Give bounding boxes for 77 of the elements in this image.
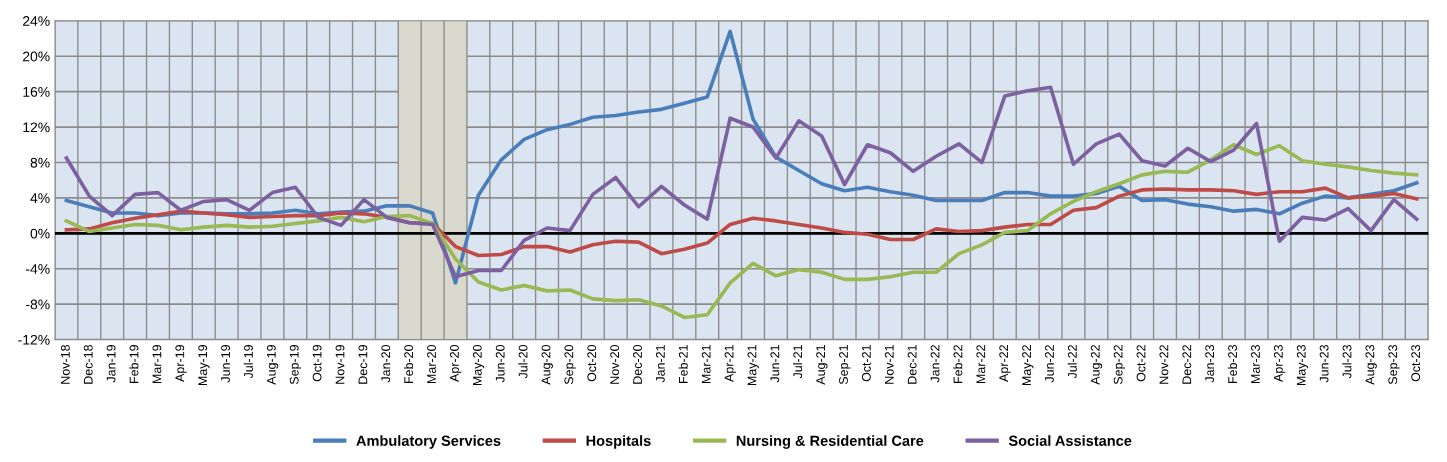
x-tick-label: Mar-22	[976, 345, 986, 383]
x-tick-label: Jul-22	[1067, 345, 1077, 379]
x-tick-label: Dec-20	[633, 344, 642, 384]
x-tick-label: Mar-19	[152, 345, 162, 383]
x-tick-label: Jul-20	[518, 344, 528, 379]
x-tick-label: Jul-23	[1342, 344, 1352, 379]
legend-label: Nursing & Residential Care	[736, 435, 924, 449]
legend-label: Social Assistance	[1008, 435, 1132, 446]
x-tick-label: Apr-22	[999, 345, 1011, 382]
y-tick-label: 24%	[23, 16, 50, 26]
x-tick-label: Jan-21	[655, 345, 665, 383]
x-tick-label: Dec-21	[907, 345, 917, 384]
x-tick-label: Apr-23	[1273, 344, 1286, 382]
legend-label: Ambulatory Services	[356, 435, 501, 449]
x-tick-label: Jan-23	[1205, 344, 1215, 383]
x-tick-label: Jul-21	[792, 345, 803, 379]
x-tick-label: Feb-23	[1227, 344, 1238, 384]
x-tick-label: Nov-18	[60, 344, 70, 384]
x-tick-label: Nov-21	[884, 345, 894, 384]
x-tick-label: Aug-21	[816, 345, 828, 385]
x-tick-label: Jul-19	[243, 345, 253, 379]
x-tick-label: May-22	[1022, 345, 1034, 386]
y-tick-label: 8%	[30, 157, 50, 168]
x-tick-label: Sep-21	[839, 345, 851, 385]
x-tick-label: Feb-21	[678, 345, 688, 384]
line-series	[64, 142, 1419, 320]
x-tick-label: Nov-20	[610, 344, 620, 384]
y-tick-label: 4%	[30, 193, 50, 204]
x-tick-label: Jan-20	[381, 344, 391, 383]
x-tick-label: Aug-19	[266, 345, 279, 385]
x-tick-label: Oct-23	[1411, 344, 1421, 382]
x-tick-label: Aug-20	[541, 344, 553, 385]
x-tick-label: Jan-22	[930, 345, 940, 383]
x-tick-label: Jun-23	[1319, 344, 1329, 383]
x-tick-label: Mar-23	[1251, 344, 1260, 383]
y-tick-label: 16%	[23, 86, 50, 97]
x-tick-label: Feb-22	[953, 345, 963, 384]
x-tick-label: Sep-23	[1388, 344, 1400, 385]
line-series	[64, 186, 1419, 258]
x-tick-label: May-21	[747, 345, 759, 386]
y-tick-label: -4%	[26, 264, 50, 274]
x-tick-label: Sep-19	[289, 345, 302, 385]
x-tick-label: Apr-19	[175, 345, 187, 382]
y-tick-label: 0%	[30, 228, 50, 239]
x-tick-label: Aug-23	[1365, 344, 1377, 385]
x-tick-label: Jun-20	[495, 344, 505, 383]
x-tick-label: Dec-22	[1182, 345, 1192, 384]
x-tick-label: Dec-19	[358, 345, 368, 384]
y-tick-label: -12%	[18, 334, 50, 345]
x-tick-label: May-23	[1296, 344, 1309, 386]
x-tick-label: Oct-21	[861, 345, 871, 382]
x-tick-label: Jun-22	[1045, 345, 1054, 383]
x-tick-label: Feb-19	[129, 345, 139, 384]
x-tick-label: Sep-20	[564, 344, 576, 385]
x-tick-label: Apr-20	[450, 344, 462, 382]
x-tick-label: Mar-20	[427, 344, 436, 383]
x-tick-label: Aug-22	[1090, 345, 1103, 385]
x-tick-label: Sep-22	[1113, 345, 1126, 385]
x-tick-label: Jan-19	[106, 345, 116, 383]
x-tick-label: Oct-22	[1136, 345, 1146, 382]
line-series	[64, 85, 1419, 279]
x-tick-label: Apr-21	[724, 345, 736, 382]
legend-label: Hospitals	[586, 435, 651, 449]
x-tick-label: Jun-19	[221, 345, 230, 383]
y-tick-label: 12%	[23, 122, 50, 133]
x-tick-label: Mar-21	[701, 345, 711, 383]
x-tick-label: Dec-18	[83, 344, 93, 384]
x-tick-label: Feb-20	[403, 344, 414, 384]
x-tick-label: May-19	[198, 345, 210, 386]
x-tick-label: Oct-20	[587, 344, 597, 382]
x-tick-label: Nov-22	[1159, 345, 1169, 384]
x-tick-label: Jun-21	[770, 345, 780, 383]
x-tick-label: Nov-19	[335, 345, 345, 384]
y-tick-label: 20%	[23, 51, 50, 62]
y-tick-label: -8%	[26, 299, 50, 310]
x-tick-label: May-20	[472, 344, 485, 386]
x-tick-label: Oct-19	[312, 345, 322, 382]
